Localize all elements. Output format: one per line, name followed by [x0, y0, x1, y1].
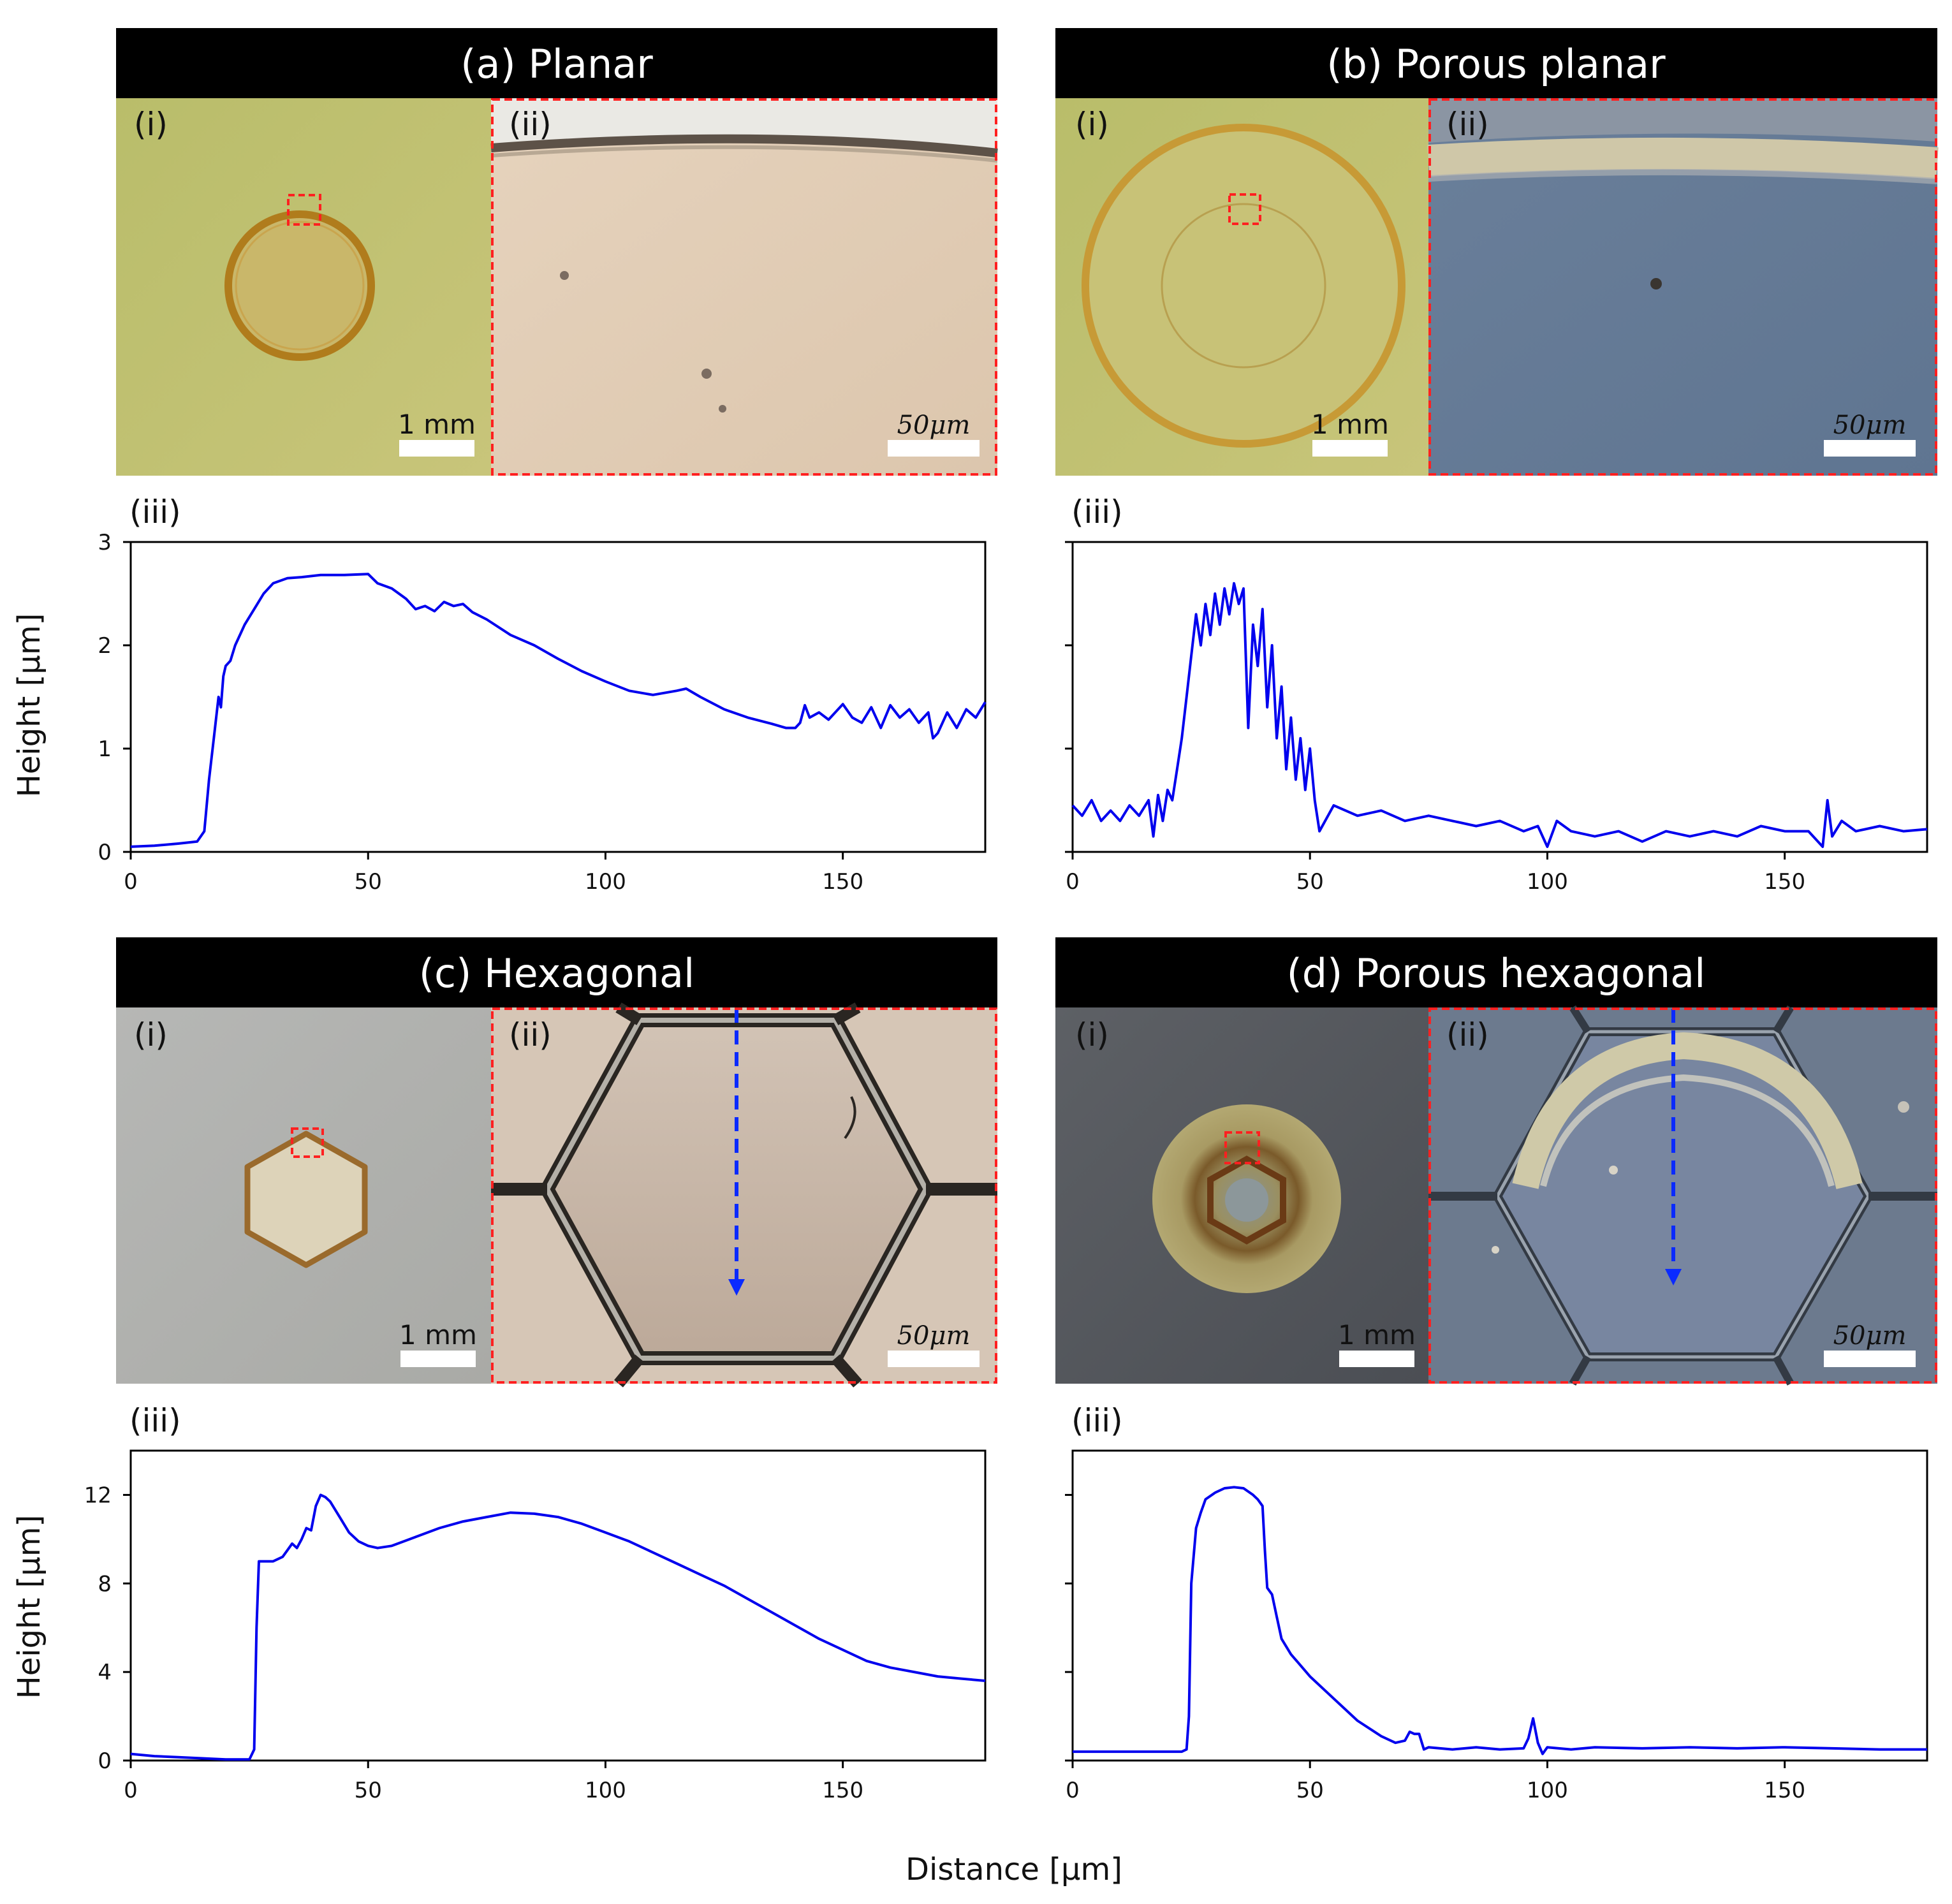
- chart-d: 0 50 100 150: [1065, 1449, 1928, 1803]
- panel-d-image-ii: (ii) 50μm: [1428, 1005, 1937, 1386]
- series-line-height-profile: [130, 1493, 986, 1761]
- profile-scan-arrowhead: [728, 1279, 745, 1296]
- panel-a-image-i: (i) 1 mm: [116, 98, 491, 476]
- x-tick-label: 150: [1764, 869, 1805, 895]
- panel-c: (c) Hexagonal (i) 1 mm (ii) 50μm: [84, 937, 997, 1803]
- panel-b: (b) Porous planar (i) 1 mm (ii) 50μm (ii…: [1055, 28, 1939, 895]
- panel-b-title-bar: [1055, 28, 1937, 98]
- x-tick-label: 50: [1296, 869, 1324, 895]
- droplet-stain: [1082, 124, 1405, 448]
- chart-a: 0 50 100 150 0 1 2 3: [98, 530, 987, 895]
- panel-a: (a) Planar (i) 1 mm (ii) 50μm (iii) 0 50 1…: [98, 28, 998, 895]
- scale-bar-label: 50μm: [897, 411, 971, 440]
- zoom-region-marker: [1228, 193, 1261, 225]
- x-tick-label: 150: [822, 1778, 863, 1803]
- plot-frame: [1071, 541, 1928, 853]
- scale-bar: [1312, 440, 1388, 457]
- y-tick-label: 0: [98, 840, 112, 865]
- plot-frame: [129, 1449, 987, 1762]
- series-line-height-profile: [1073, 1486, 1927, 1755]
- panel-d-title: (d) Porous hexagonal: [1287, 950, 1706, 997]
- y-tick-label: 0: [98, 1748, 112, 1774]
- panel-a-title: (a) Planar: [460, 41, 653, 87]
- panel-c-image-i: (i) 1 mm: [116, 1007, 491, 1384]
- x-tick-label: 50: [1296, 1778, 1324, 1803]
- panel-d-image-i: (i) 1 mm: [1055, 1007, 1428, 1384]
- subpanel-label-iii: (iii): [129, 494, 181, 531]
- x-tick-label: 0: [1066, 1778, 1080, 1803]
- panel-c-image-ii: (ii) 50μm: [491, 1002, 997, 1388]
- x-tick-label: 0: [124, 1778, 138, 1803]
- profile-scan-arrowhead: [1665, 1269, 1682, 1285]
- subpanel-label-iii: (iii): [1071, 494, 1123, 531]
- x-tick-label: 0: [124, 869, 138, 895]
- x-tick-label: 100: [585, 1778, 626, 1803]
- scale-bar-label: 1 mm: [1338, 1319, 1416, 1351]
- panel-b-image-i: (i) 1 mm: [1055, 98, 1428, 476]
- scale-bar-label: 1 mm: [398, 409, 476, 440]
- x-tick-label: 0: [1066, 869, 1080, 895]
- subpanel-label-i: (i): [1075, 106, 1109, 143]
- x-tick-label: 50: [355, 869, 382, 895]
- x-tick-label: 100: [1527, 1778, 1568, 1803]
- x-axis-title: Distance [μm]: [906, 1852, 1122, 1887]
- panel-c-title-bar: [116, 937, 997, 1007]
- y-tick-label: 12: [84, 1483, 112, 1508]
- subpanel-label-ii: (ii): [1446, 106, 1489, 143]
- subpanel-label-iii: (iii): [129, 1402, 181, 1439]
- panel-b-image-ii: (ii) 50μm: [1427, 98, 1939, 476]
- subpanel-label-ii: (ii): [509, 1016, 552, 1053]
- subpanel-label-ii: (ii): [1446, 1016, 1489, 1053]
- droplet-stain: [244, 1131, 368, 1268]
- y-axis-title-bottom: Height [μm]: [11, 1515, 47, 1699]
- scale-bar: [399, 440, 474, 457]
- zoom-region-marker: [291, 1127, 324, 1158]
- panel-d-title-bar: [1055, 937, 1937, 1007]
- panel-d: (d) Porous hexagonal (i) 1 mm: [1055, 937, 1937, 1803]
- scale-bar-label: 50μm: [1833, 1321, 1907, 1351]
- panel-c-title: (c) Hexagonal: [419, 950, 694, 997]
- subpanel-label-ii: (ii): [509, 106, 552, 143]
- x-tick-label: 100: [585, 869, 626, 895]
- subpanel-label-i: (i): [134, 1016, 168, 1053]
- x-tick-label: 100: [1527, 869, 1568, 895]
- plot-frame: [1071, 1449, 1928, 1762]
- chart-c: 0 50 100 150 0 4 8 12: [84, 1449, 987, 1803]
- panel-b-title: (b) Porous planar: [1326, 41, 1666, 87]
- scale-bar: [888, 440, 980, 457]
- scale-bar: [888, 1351, 980, 1367]
- y-axis-title-top: Height [μm]: [11, 613, 47, 798]
- scale-bar-label: 1 mm: [1311, 409, 1389, 440]
- y-tick-label: 2: [98, 633, 112, 659]
- x-tick-label: 150: [822, 869, 863, 895]
- scale-bar: [1824, 440, 1916, 457]
- scale-bar: [400, 1351, 476, 1367]
- scale-bar-label: 50μm: [1833, 411, 1907, 440]
- y-tick-label: 1: [98, 736, 112, 762]
- chart-b: 0 50 100 150: [1065, 541, 1928, 895]
- series-line-height-profile: [130, 573, 987, 848]
- scale-bar: [1339, 1351, 1414, 1367]
- subpanel-label-iii: (iii): [1071, 1402, 1123, 1439]
- droplet-stain: [224, 210, 375, 361]
- panel-a-title-bar: [116, 28, 997, 98]
- panel-a-image-ii: (ii) 50μm: [490, 98, 998, 476]
- x-tick-label: 150: [1764, 1778, 1805, 1803]
- subpanel-label-i: (i): [134, 106, 168, 143]
- x-tick-label: 50: [355, 1778, 382, 1803]
- zoom-region-marker: [1224, 1131, 1260, 1164]
- scale-bar-label: 1 mm: [399, 1319, 477, 1351]
- plot-frame: [129, 541, 987, 853]
- scale-bar-label: 50μm: [897, 1321, 971, 1351]
- subpanel-label-i: (i): [1075, 1016, 1109, 1053]
- y-tick-label: 4: [98, 1660, 112, 1685]
- scale-bar: [1824, 1351, 1916, 1367]
- y-tick-label: 8: [98, 1571, 112, 1597]
- series-line-height-profile: [1071, 582, 1928, 848]
- zoom-region-marker: [287, 194, 321, 226]
- y-tick-label: 3: [98, 530, 112, 555]
